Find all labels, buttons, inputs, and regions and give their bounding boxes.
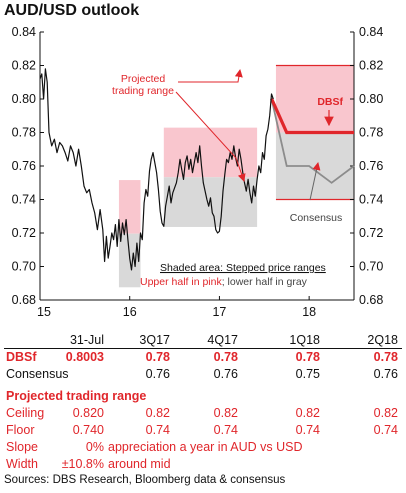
y-tick-label-right: 0.68 [359,293,383,307]
page-title: AUD/USD outlook [4,2,140,19]
y-tick-label-left: 0.82 [12,59,36,73]
y-tick-label-right: 0.76 [359,159,383,173]
shaded-area-legend: Upper half in pink; lower half in gray [140,276,308,288]
y-tick-label-right: 0.84 [359,25,383,39]
y-tick-label-right: 0.82 [359,59,383,73]
table-row-ceiling: Ceiling 0.820 0.82 0.82 0.82 0.82 [0,406,406,423]
shaded-area-title: Shaded area: Stepped price ranges [160,262,326,274]
table-cell: 0.82 [373,406,398,420]
dbsf-line [270,97,354,135]
table-cell: 0.74 [213,423,238,437]
consensus-label: Consensus [290,212,343,224]
row-label: Ceiling [6,406,45,420]
table-cell: 0.820 [72,406,104,420]
projected-range-label-line2: trading range [112,85,174,97]
row-label: DBSf [6,350,37,364]
y-tick-label-left: 0.72 [12,226,36,240]
consensus-line [270,98,355,184]
section-title: Projected trading range [0,389,406,406]
header-divider [4,348,402,349]
table-cell: 0.76 [373,367,398,381]
table-cell: 0.740 [72,423,104,437]
col-header: 31-Jul [69,333,104,347]
y-tick-label-left: 0.70 [12,260,36,274]
projected-range-label-line1: Projected [121,73,166,85]
col-header: 2Q18 [367,333,398,347]
table-cell: 0.74 [145,423,170,437]
table-cell: 0.82 [213,406,238,420]
dbsf-label: DBSf [317,96,343,108]
y-tick-label-right: 0.74 [359,193,383,207]
range-upper-half [118,180,141,234]
row-label: Width [6,457,38,471]
range-upper-half [275,65,354,133]
col-header: 1Q18 [289,333,320,347]
y-tick-label-left: 0.68 [12,293,36,307]
width-value: ±10.8% [61,457,104,471]
slope-text: appreciation a year in AUD vs USD [108,440,303,454]
y-tick-label-left: 0.80 [12,92,36,106]
shaded-legend-gray: ; lower half in gray [222,276,308,288]
y-tick-label-left: 0.74 [12,193,36,207]
x-tick-label: 16 [123,305,137,319]
y-tick-label-left: 0.78 [12,126,36,140]
y-tick-label-right: 0.80 [359,92,383,106]
table-cell: 0.76 [213,367,238,381]
range-upper-half [163,127,258,178]
y-tick-label-left: 0.76 [12,159,36,173]
table-cell: 0.78 [213,350,238,364]
table-row-dbsf: DBSf 0.8003 0.78 0.78 0.78 0.78 [0,350,406,367]
table-cell: 0.82 [295,406,320,420]
y-tick-label-right: 0.72 [359,226,383,240]
table-cell: 0.75 [295,367,320,381]
x-tick-label: 15 [37,305,51,319]
row-label: Slope [6,440,38,454]
consensus-arrow [309,162,321,201]
table-cell: 0.78 [373,350,398,364]
table-cell: 0.76 [145,367,170,381]
aud-usd-line [39,68,274,271]
table-cell: 0.82 [145,406,170,420]
y-tick-label-right: 0.78 [359,126,383,140]
width-text: around mid [108,457,171,471]
table-cell: 0.8003 [65,350,104,364]
y-tick-label-right: 0.70 [359,260,383,274]
row-label: Consensus [6,367,69,381]
shaded-legend-pink: Upper half in pink [140,276,222,288]
table-cell: 0.78 [145,350,170,364]
projected-arrow-down [175,91,246,182]
table-header-row: 31-Jul 3Q17 4Q17 1Q18 2Q18 [0,333,406,350]
table-cell: 0.74 [373,423,398,437]
projected-arrow-up [178,69,243,83]
col-header: 4Q17 [207,333,238,347]
col-header: 3Q17 [139,333,170,347]
row-label: Floor [6,423,35,437]
table-cell: 0.78 [295,350,320,364]
x-tick-label: 17 [212,305,226,319]
table-row-floor: Floor 0.740 0.74 0.74 0.74 0.74 [0,423,406,440]
slope-value: 0% [85,440,104,454]
y-tick-label-left: 0.84 [12,25,36,39]
section-title-text: Projected trading range [6,389,147,403]
x-tick-label: 18 [302,305,316,319]
table-row-consensus: Consensus 0.76 0.76 0.75 0.76 [0,367,406,384]
table-cell: 0.74 [295,423,320,437]
source-note: Sources: DBS Research, Bloomberg data & … [4,474,286,486]
slope-row: Slope 0% appreciation a year in AUD vs U… [0,440,406,457]
aud-usd-chart: 0.68 0.68 0.70 0.70 0.72 0.72 0.74 0.74 0.76 0.76… [12,25,384,319]
width-row: Width ±10.8% around mid [0,457,406,474]
